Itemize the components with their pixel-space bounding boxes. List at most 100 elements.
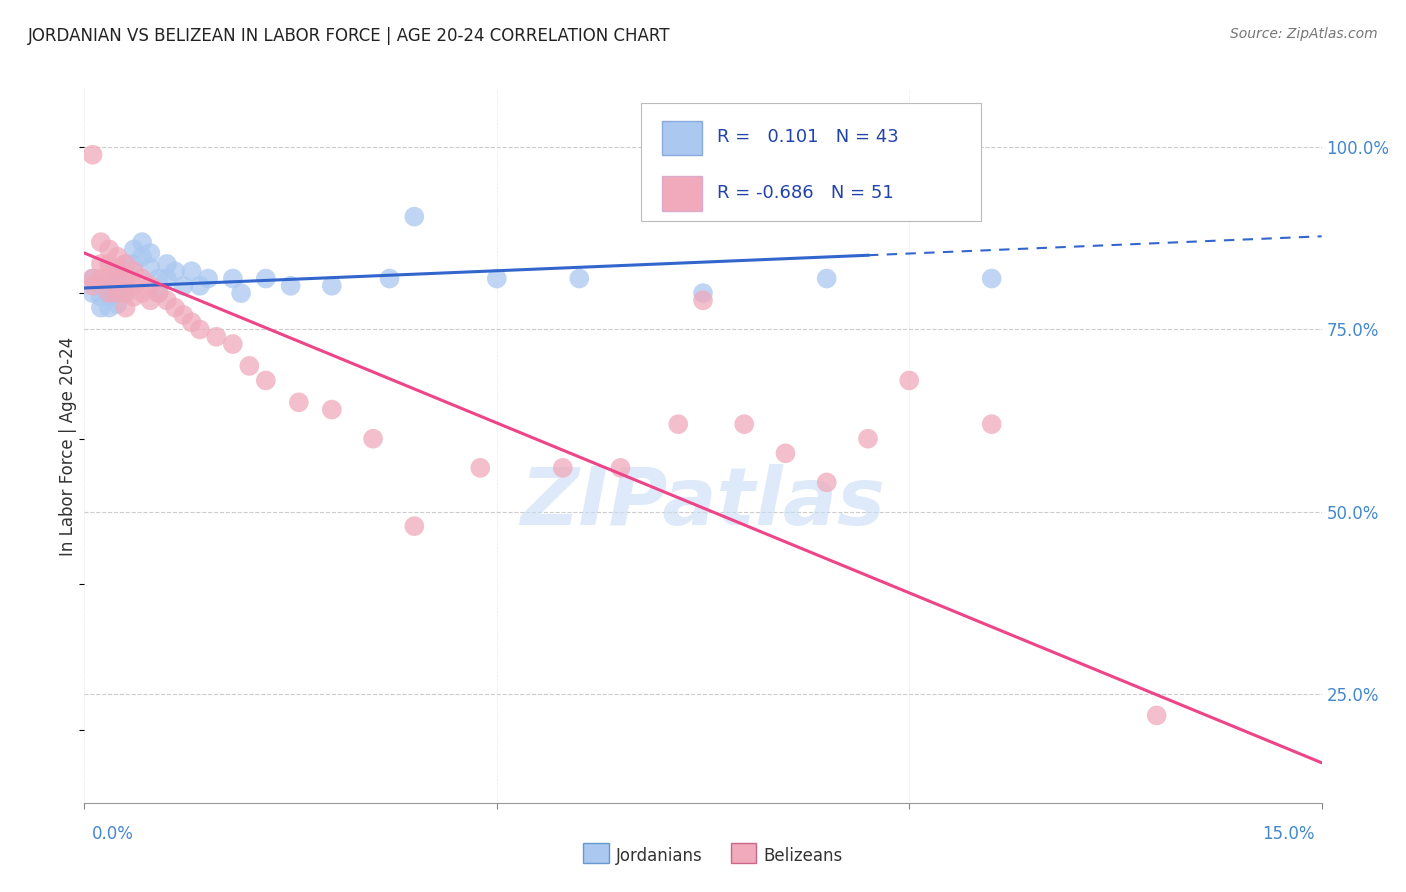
Point bbox=[105, 286, 128, 301]
Point bbox=[98, 290, 121, 304]
Point bbox=[98, 271, 121, 285]
Point bbox=[485, 271, 508, 285]
Point bbox=[114, 271, 136, 285]
Point bbox=[980, 271, 1002, 285]
Point bbox=[105, 275, 128, 289]
Point bbox=[321, 278, 343, 293]
Point bbox=[1146, 708, 1168, 723]
Point bbox=[139, 293, 162, 308]
Point bbox=[222, 271, 245, 285]
Point bbox=[815, 271, 838, 285]
Point bbox=[131, 235, 153, 249]
Point bbox=[90, 257, 112, 271]
Point bbox=[139, 246, 162, 260]
Point bbox=[609, 460, 631, 475]
Point bbox=[775, 446, 797, 460]
Point bbox=[254, 271, 277, 285]
Point bbox=[139, 278, 162, 293]
Point bbox=[222, 337, 245, 351]
Point bbox=[551, 460, 574, 475]
Point bbox=[90, 301, 112, 315]
Point bbox=[898, 374, 921, 388]
Point bbox=[90, 271, 112, 285]
Text: JORDANIAN VS BELIZEAN IN LABOR FORCE | AGE 20-24 CORRELATION CHART: JORDANIAN VS BELIZEAN IN LABOR FORCE | A… bbox=[28, 27, 671, 45]
Point bbox=[114, 286, 136, 301]
Point bbox=[105, 260, 128, 275]
Point bbox=[82, 147, 104, 161]
FancyBboxPatch shape bbox=[662, 177, 702, 211]
Point bbox=[568, 271, 591, 285]
Text: R = -0.686   N = 51: R = -0.686 N = 51 bbox=[717, 184, 893, 202]
FancyBboxPatch shape bbox=[662, 121, 702, 155]
Point bbox=[692, 293, 714, 308]
Point bbox=[98, 243, 121, 257]
Point bbox=[122, 290, 145, 304]
Text: Belizeans: Belizeans bbox=[763, 847, 842, 865]
Point bbox=[148, 271, 170, 285]
Point bbox=[131, 250, 153, 264]
Point bbox=[188, 322, 211, 336]
Point bbox=[122, 264, 145, 278]
Point bbox=[288, 395, 311, 409]
Point bbox=[404, 519, 426, 533]
Point bbox=[114, 286, 136, 301]
Point bbox=[156, 293, 179, 308]
Point bbox=[404, 210, 426, 224]
Point bbox=[90, 235, 112, 249]
Point bbox=[131, 286, 153, 301]
Point bbox=[131, 271, 153, 285]
Point bbox=[122, 243, 145, 257]
Text: 0.0%: 0.0% bbox=[91, 825, 134, 843]
Point bbox=[98, 282, 121, 296]
Point bbox=[666, 417, 689, 432]
Point bbox=[105, 250, 128, 264]
Point bbox=[980, 417, 1002, 432]
Point bbox=[156, 257, 179, 271]
Point bbox=[361, 432, 384, 446]
Point bbox=[238, 359, 260, 373]
Point bbox=[165, 264, 187, 278]
Point bbox=[205, 330, 228, 344]
FancyBboxPatch shape bbox=[641, 103, 981, 221]
Point bbox=[470, 460, 492, 475]
Text: Jordanians: Jordanians bbox=[616, 847, 703, 865]
Point bbox=[172, 278, 194, 293]
Point bbox=[148, 286, 170, 301]
Point bbox=[733, 417, 755, 432]
Point bbox=[105, 297, 128, 311]
Point bbox=[82, 278, 104, 293]
Text: R =   0.101   N = 43: R = 0.101 N = 43 bbox=[717, 128, 898, 146]
Point bbox=[139, 260, 162, 275]
Y-axis label: In Labor Force | Age 20-24: In Labor Force | Age 20-24 bbox=[59, 336, 77, 556]
Point bbox=[90, 290, 112, 304]
Point bbox=[114, 301, 136, 315]
Point bbox=[105, 271, 128, 285]
Text: 15.0%: 15.0% bbox=[1263, 825, 1315, 843]
Point bbox=[229, 286, 252, 301]
Point bbox=[180, 315, 202, 329]
Point bbox=[172, 308, 194, 322]
Point bbox=[98, 301, 121, 315]
Point bbox=[90, 278, 112, 293]
Point bbox=[114, 271, 136, 285]
Point bbox=[856, 432, 879, 446]
Point bbox=[98, 257, 121, 271]
Point bbox=[815, 475, 838, 490]
Point bbox=[148, 286, 170, 301]
Point bbox=[165, 301, 187, 315]
Point bbox=[105, 286, 128, 301]
Point bbox=[188, 278, 211, 293]
Point bbox=[156, 271, 179, 285]
Point bbox=[122, 257, 145, 271]
Point bbox=[105, 264, 128, 278]
Point bbox=[82, 286, 104, 301]
Text: ZIPatlas: ZIPatlas bbox=[520, 464, 886, 542]
Point bbox=[321, 402, 343, 417]
Point bbox=[82, 271, 104, 285]
Point bbox=[280, 278, 302, 293]
Point bbox=[98, 286, 121, 301]
Point bbox=[122, 278, 145, 293]
Text: Source: ZipAtlas.com: Source: ZipAtlas.com bbox=[1230, 27, 1378, 41]
Point bbox=[254, 374, 277, 388]
Point bbox=[114, 257, 136, 271]
